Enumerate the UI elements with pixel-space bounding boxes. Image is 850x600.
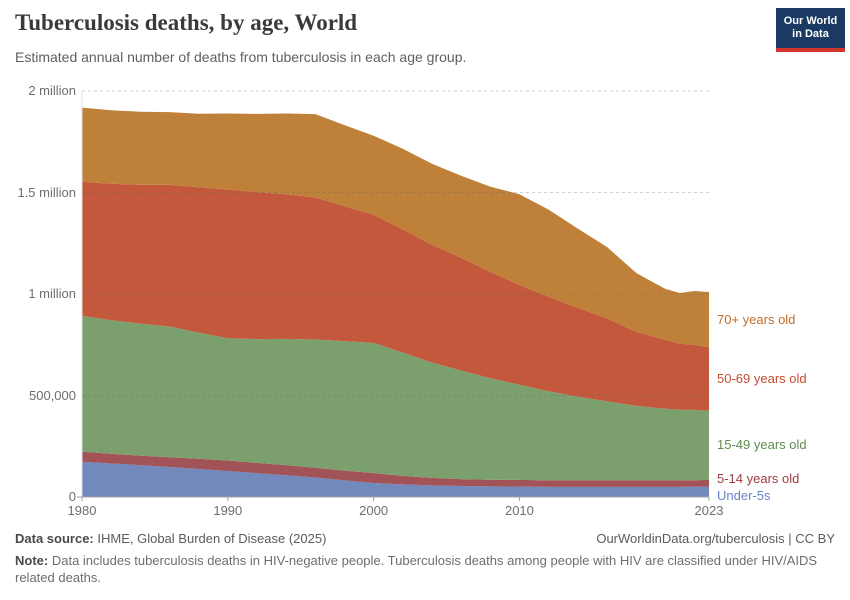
- series-label-under-5s: Under-5s: [717, 487, 771, 503]
- x-axis-label: 1990: [213, 503, 243, 518]
- area-5-14-years-old[interactable]: [82, 451, 709, 487]
- owid-logo[interactable]: Our World in Data: [776, 8, 845, 52]
- area-70-years-old[interactable]: [82, 107, 709, 348]
- data-source: Data source: IHME, Global Burden of Dise…: [15, 531, 326, 546]
- x-axis-label: 2010: [504, 503, 534, 518]
- series-label-5-14-years-old: 5-14 years old: [717, 470, 800, 486]
- page-subtitle: Estimated annual number of deaths from t…: [15, 49, 467, 65]
- y-axis-label: 2 million: [28, 83, 76, 98]
- note-value: Data includes tuberculosis deaths in HIV…: [15, 553, 818, 585]
- data-source-label: Data source:: [15, 531, 94, 546]
- area-50-69-years-old[interactable]: [82, 181, 709, 411]
- note-label: Note:: [15, 553, 49, 568]
- y-axis-label: 500,000: [29, 387, 76, 403]
- chart-footer: Data source: IHME, Global Burden of Dise…: [15, 531, 835, 546]
- x-axis-label: 1980: [67, 503, 97, 518]
- x-axis-label: 2000: [359, 503, 389, 518]
- series-label-50-69-years-old: 50-69 years old: [717, 371, 807, 387]
- area-15-49-years-old[interactable]: [82, 315, 709, 481]
- page-title: Tuberculosis deaths, by age, World: [15, 10, 358, 35]
- owid-logo-line1: Our World: [783, 15, 838, 27]
- series-label-15-49-years-old: 15-49 years old: [717, 437, 807, 453]
- y-axis-label: 1.5 million: [17, 184, 76, 200]
- data-source-value: IHME, Global Burden of Disease (2025): [97, 531, 327, 546]
- chart-note: Note: Data includes tuberculosis deaths …: [15, 552, 827, 586]
- license-link[interactable]: OurWorldinData.org/tuberculosis | CC BY: [596, 531, 835, 546]
- y-axis-label: 1 million: [28, 286, 76, 301]
- y-axis-label: 0: [68, 489, 76, 504]
- series-label-70-years-old: 70+ years old: [717, 311, 796, 327]
- x-axis-label: 2023: [694, 503, 724, 518]
- owid-logo-line2: in Data: [792, 28, 829, 40]
- area-under-5s[interactable]: [82, 461, 709, 497]
